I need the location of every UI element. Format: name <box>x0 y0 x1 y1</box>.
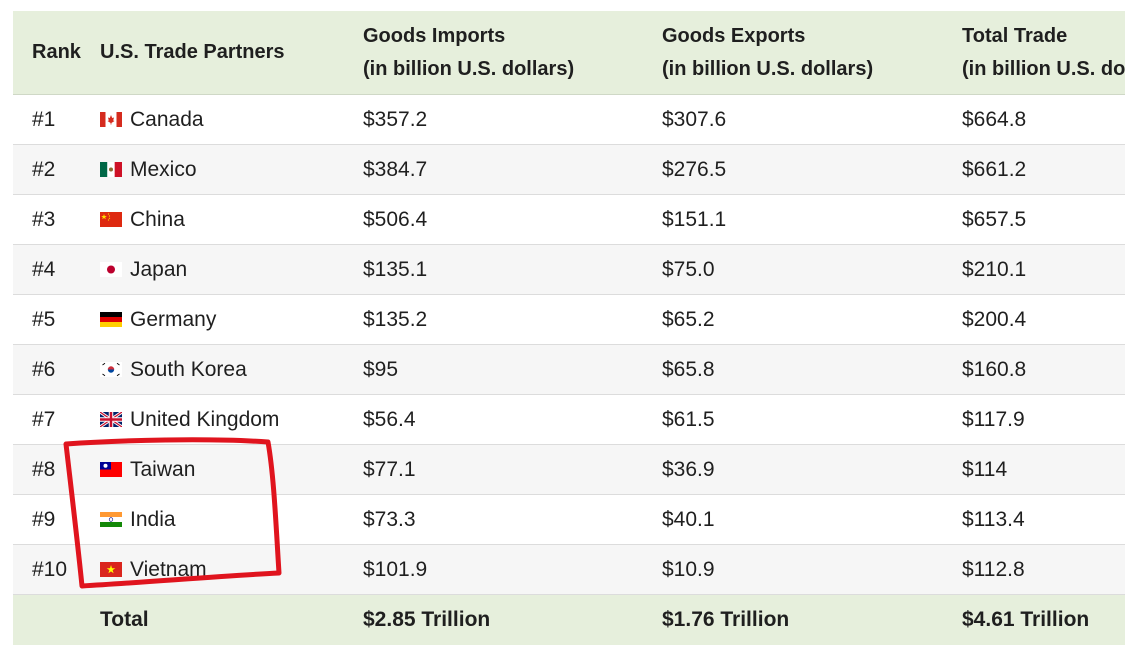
table-row: #7 United Kingdom $56.4 $61.5 $117.9 <box>13 395 1125 445</box>
exports-cell: $75.0 <box>662 257 715 281</box>
header-rank: Rank <box>32 41 81 63</box>
country-name: Taiwan <box>130 457 196 481</box>
rank-cell: #2 <box>32 157 56 181</box>
imports-cell: $77.1 <box>363 457 416 481</box>
rank-cell: #4 <box>32 257 56 281</box>
partner-cell: Vietnam <box>100 545 207 594</box>
india-flag-icon <box>100 512 122 527</box>
partner-cell: China <box>100 195 185 244</box>
rank-cell: #6 <box>32 357 56 381</box>
imports-cell: $135.2 <box>363 307 428 331</box>
rank-cell: #9 <box>32 507 56 531</box>
partner-cell: South Korea <box>100 345 247 394</box>
total-trade-cell: $200.4 <box>962 307 1027 331</box>
table-row: #1 Canada $357.2 $307.6 $664.8 <box>13 95 1125 145</box>
partner-cell: Taiwan <box>100 445 195 494</box>
total-trade-cell: $114 <box>962 457 1008 481</box>
header-imports: Goods Imports (in billion U.S. dollars) <box>363 11 574 94</box>
imports-cell: $384.7 <box>363 157 428 181</box>
table-row: #6 South Korea $95 $65.8 $160.8 <box>13 345 1125 395</box>
country-name: China <box>130 207 185 231</box>
total-trade-cell: $113.4 <box>962 507 1025 531</box>
south-korea-flag-icon <box>100 362 122 377</box>
table-row: #5 Germany $135.2 $65.2 $200.4 <box>13 295 1125 345</box>
imports-cell: $135.1 <box>363 257 428 281</box>
imports-cell: $101.9 <box>363 557 428 581</box>
exports-cell: $307.6 <box>662 107 727 131</box>
header-total-trade: Total Trade (in billion U.S. do <box>962 11 1125 94</box>
header-total-unit: (in billion U.S. do <box>962 57 1125 80</box>
exports-cell: $36.9 <box>662 457 715 481</box>
rank-cell: #5 <box>32 307 56 331</box>
rank-cell: #10 <box>32 557 68 581</box>
total-trade-cell: $117.9 <box>962 407 1025 431</box>
imports-cell: $56.4 <box>363 407 416 431</box>
partner-cell: Canada <box>100 95 204 144</box>
total-trade-cell: $112.8 <box>962 557 1025 581</box>
uk-flag-icon <box>100 412 122 427</box>
total-imports: $2.85 Trillion <box>363 608 491 631</box>
total-trade-cell: $657.5 <box>962 207 1027 231</box>
table-row: #8 Taiwan $77.1 $36.9 $114 <box>13 445 1125 495</box>
header-partner: U.S. Trade Partners <box>100 41 285 63</box>
header-imports-title: Goods Imports <box>363 24 506 47</box>
exports-cell: $10.9 <box>662 557 715 581</box>
country-name: Mexico <box>130 157 197 181</box>
country-name: South Korea <box>130 357 247 381</box>
rank-cell: #3 <box>32 207 56 231</box>
country-name: Canada <box>130 107 204 131</box>
table-row: #9 India $73.3 $40.1 $113.4 <box>13 495 1125 545</box>
country-name: Vietnam <box>130 557 207 581</box>
exports-cell: $61.5 <box>662 407 715 431</box>
vietnam-flag-icon <box>100 562 122 577</box>
total-row: Total $2.85 Trillion $1.76 Trillion $4.6… <box>13 595 1125 645</box>
partner-cell: India <box>100 495 176 544</box>
taiwan-flag-icon <box>100 462 122 477</box>
header-total-title: Total Trade <box>962 24 1068 47</box>
header-exports-title: Goods Exports <box>662 24 806 47</box>
imports-cell: $73.3 <box>363 507 416 531</box>
exports-cell: $40.1 <box>662 507 715 531</box>
header-imports-unit: (in billion U.S. dollars) <box>363 57 575 80</box>
total-label: Total <box>100 608 149 631</box>
imports-cell: $95 <box>363 357 399 381</box>
total-exports: $1.76 Trillion <box>662 608 790 631</box>
table-header: Rank U.S. Trade Partners Goods Imports (… <box>13 11 1125 95</box>
canada-flag-icon <box>100 112 122 127</box>
imports-cell: $357.2 <box>363 107 428 131</box>
exports-cell: $276.5 <box>662 157 727 181</box>
total-trade-cell: $664.8 <box>962 107 1027 131</box>
total-trade-cell: $661.2 <box>962 157 1027 181</box>
partner-cell: Germany <box>100 295 216 344</box>
imports-cell: $506.4 <box>363 207 428 231</box>
trade-partners-table: Rank U.S. Trade Partners Goods Imports (… <box>13 11 1125 645</box>
country-name: United Kingdom <box>130 407 280 431</box>
partner-cell: Mexico <box>100 145 197 194</box>
header-exports-unit: (in billion U.S. dollars) <box>662 57 874 80</box>
table-row: #3 China $506.4 $151.1 $657.5 <box>13 195 1125 245</box>
table-row: #2 Mexico $384.7 $276.5 $661.2 <box>13 145 1125 195</box>
rank-cell: #8 <box>32 457 56 481</box>
country-name: Japan <box>130 257 188 281</box>
china-flag-icon <box>100 212 122 227</box>
germany-flag-icon <box>100 312 122 327</box>
japan-flag-icon <box>100 262 122 277</box>
partner-cell: Japan <box>100 245 187 294</box>
rank-cell: #1 <box>32 107 56 131</box>
country-name: Germany <box>130 307 217 331</box>
header-exports: Goods Exports (in billion U.S. dollars) <box>662 11 873 94</box>
exports-cell: $65.8 <box>662 357 715 381</box>
exports-cell: $65.2 <box>662 307 715 331</box>
total-trade: $4.61 Trillion <box>962 608 1090 631</box>
table-row: #4 Japan $135.1 $75.0 $210.1 <box>13 245 1125 295</box>
exports-cell: $151.1 <box>662 207 727 231</box>
table-row: #10 Vietnam $101.9 $10.9 $112.8 <box>13 545 1125 595</box>
mexico-flag-icon <box>100 162 122 177</box>
rank-cell: #7 <box>32 407 56 431</box>
partner-cell: United Kingdom <box>100 395 279 444</box>
total-trade-cell: $210.1 <box>962 257 1027 281</box>
total-trade-cell: $160.8 <box>962 357 1027 381</box>
country-name: India <box>130 507 176 531</box>
